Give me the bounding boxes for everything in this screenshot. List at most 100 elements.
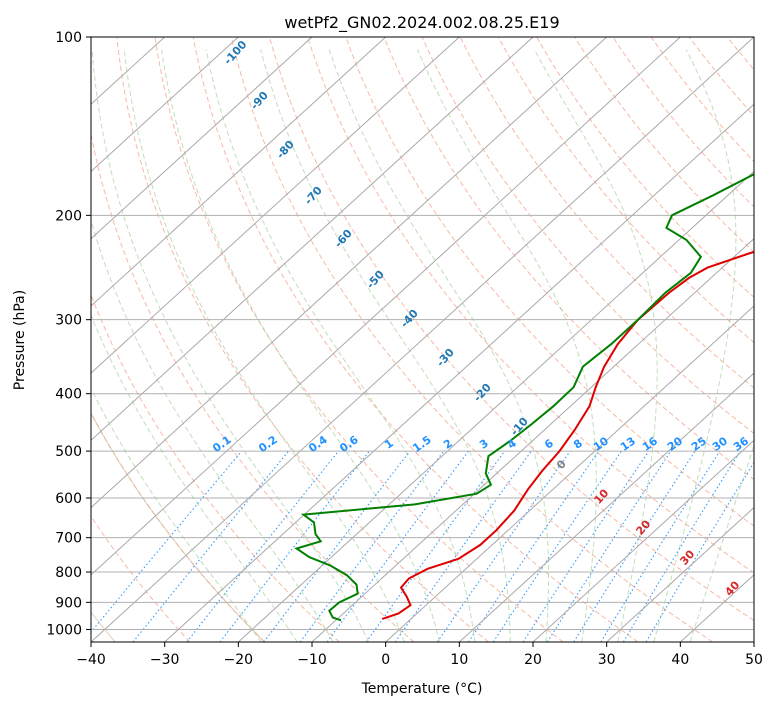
dry-adiabat-line xyxy=(192,37,639,642)
mixing-ratio-line xyxy=(263,450,411,642)
mixing-ratio-line xyxy=(468,450,600,642)
moist-adiabat-line xyxy=(123,49,405,642)
moist-adiabat-line xyxy=(91,313,298,642)
mixing-ratio-label: 0.2 xyxy=(256,433,279,455)
isotherm-line xyxy=(311,237,754,642)
mixing-ratio-line xyxy=(219,450,370,642)
reference-curve xyxy=(91,412,265,642)
temperature-line xyxy=(381,250,754,620)
dry-adiabat-line xyxy=(230,37,713,642)
x-tick-label: −40 xyxy=(76,652,106,668)
mixing-ratio-line xyxy=(573,450,696,642)
x-tick-label: −30 xyxy=(150,652,180,668)
dry-adiabat-line xyxy=(345,37,754,527)
dry-adiabat-line xyxy=(91,515,191,642)
mixing-ratio-line xyxy=(394,450,532,642)
dry-adiabat-line xyxy=(91,131,415,642)
moist-adiabat-line xyxy=(653,49,737,642)
x-axis-label: Temperature (°C) xyxy=(361,681,483,697)
y-tick-label: 900 xyxy=(55,595,82,611)
y-tick-label: 100 xyxy=(55,30,82,46)
isotherm-line xyxy=(91,37,608,509)
dry-adiabat-label: -10 xyxy=(508,415,531,439)
dry-adiabat-line xyxy=(91,412,265,642)
mixing-ratio-label: 1 xyxy=(382,437,396,452)
x-tick-label: 10 xyxy=(450,652,468,668)
mixing-ratio-line xyxy=(186,450,340,642)
dry-adiabat-label: -20 xyxy=(471,381,494,405)
y-tick-label: 300 xyxy=(55,313,82,329)
dry-adiabat-label: -100 xyxy=(221,38,249,67)
x-tick-label: 0 xyxy=(381,652,390,668)
dry-adiabat-line xyxy=(650,37,754,163)
dry-adiabat-line xyxy=(307,37,754,574)
x-tick-label: −20 xyxy=(224,652,254,668)
mixing-ratio-line xyxy=(492,450,622,642)
dry-adiabat-line xyxy=(269,37,754,622)
isotherm-line xyxy=(91,37,460,374)
x-tick-label: −10 xyxy=(297,652,327,668)
y-tick-label: 800 xyxy=(55,565,82,581)
isotherm-line xyxy=(91,37,239,173)
y-tick-label: 700 xyxy=(55,531,82,547)
mixing-ratio-line xyxy=(645,461,754,642)
moist-adiabat-line xyxy=(689,443,754,642)
moist-adiabat-line xyxy=(91,49,370,642)
mixing-ratio-line xyxy=(132,450,290,642)
dry-adiabat-line xyxy=(91,293,340,642)
dry-adiabat-label: -40 xyxy=(398,307,421,331)
dry-adiabat-label: -60 xyxy=(332,227,355,251)
mixing-ratio-label: 3 xyxy=(477,437,491,452)
mixing-ratio-label: 0.4 xyxy=(306,433,330,455)
plot-frame xyxy=(90,36,755,643)
x-tick-label: 40 xyxy=(671,652,689,668)
mixing-ratio-line xyxy=(546,450,672,642)
isotherm-line xyxy=(91,37,754,642)
moist-adiabat-line xyxy=(260,49,511,642)
mixing-ratio-line xyxy=(436,450,571,642)
dewpoint-line xyxy=(294,173,754,622)
mixing-ratio-line xyxy=(91,450,243,633)
mixing-ratio-label: 0.1 xyxy=(210,433,233,455)
isotherm-line xyxy=(91,37,681,576)
moist-adiabat-line xyxy=(161,49,440,642)
y-tick-label: 500 xyxy=(55,444,82,460)
x-tick-label: 30 xyxy=(598,652,616,668)
isotherm-line xyxy=(458,372,754,642)
isotherm-line xyxy=(532,439,754,642)
moist-adiabat-label: 30 xyxy=(677,547,697,567)
y-axis-label: Pressure (hPa) xyxy=(12,290,28,390)
isotherm-line xyxy=(164,103,754,642)
mixing-ratio-label: 0.6 xyxy=(337,433,361,455)
chart-title: wetPf2_GN02.2024.002.08.25.E19 xyxy=(284,13,559,33)
moist-adiabat-label: 10 xyxy=(591,486,611,506)
y-tick-label: 600 xyxy=(55,491,82,507)
mixing-ratio-label: 2 xyxy=(441,437,455,452)
dry-adiabat-line xyxy=(116,37,489,642)
mixing-ratio-line xyxy=(600,450,721,642)
dry-adiabat-line xyxy=(612,37,754,208)
x-tick-label: 50 xyxy=(745,652,763,668)
dry-adiabat-line xyxy=(574,37,754,253)
y-tick-label: 1000 xyxy=(46,622,82,638)
moist-adiabat-line xyxy=(91,387,262,642)
mixing-ratio-label: 1.5 xyxy=(410,433,433,455)
isotherm-line xyxy=(753,641,754,642)
mixing-ratio-line xyxy=(622,450,741,642)
moist-adiabat-label: 40 xyxy=(722,578,742,598)
mixing-ratio-line xyxy=(365,450,506,642)
isotherm-line xyxy=(237,170,754,642)
dry-adiabat-line xyxy=(766,37,775,642)
dry-adiabat-line xyxy=(383,37,754,481)
isotherm-line xyxy=(91,37,534,442)
isotherm-line xyxy=(606,506,754,642)
isotherm-line xyxy=(91,37,313,240)
isotherm-line xyxy=(91,37,387,307)
mixing-ratio-label: 6 xyxy=(542,436,556,451)
isotherm-line xyxy=(385,305,754,642)
dry-adiabat-line xyxy=(459,37,754,389)
dry-adiabat-label: -50 xyxy=(364,268,387,292)
dry-adiabat-line xyxy=(688,37,754,117)
dry-adiabat-label: -30 xyxy=(434,346,457,370)
